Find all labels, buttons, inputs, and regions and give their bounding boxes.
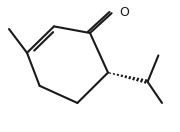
- Text: O: O: [119, 6, 129, 19]
